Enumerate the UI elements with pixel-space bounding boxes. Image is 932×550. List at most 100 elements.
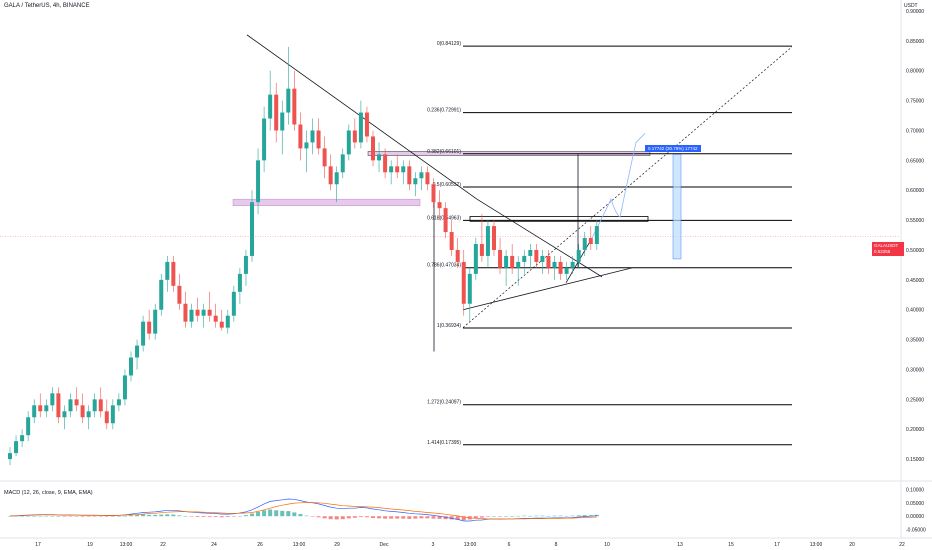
x-tick-label: 19 — [87, 542, 93, 548]
macd-histogram-bar — [528, 515, 533, 517]
candle-body — [20, 435, 25, 442]
macd-histogram-bar — [147, 514, 152, 517]
candle-body — [540, 255, 545, 262]
candle-body — [377, 154, 382, 161]
macd-histogram-bar — [431, 516, 436, 519]
x-tick-label: 13:00 — [120, 542, 133, 548]
candle-body — [419, 172, 424, 179]
y-tick-label: 0.30000 — [906, 367, 924, 373]
macd-histogram-bar — [461, 516, 466, 521]
x-tick-label: 8 — [555, 542, 558, 548]
candle-body — [219, 321, 224, 328]
candle-body — [310, 130, 315, 143]
y-tick-label: 0.55000 — [906, 218, 924, 224]
macd-histogram-bar — [576, 515, 581, 517]
y-tick-label: 0.45000 — [906, 278, 924, 284]
macd-histogram-bar — [449, 516, 454, 520]
macd-histogram-bar — [510, 516, 515, 517]
macd-histogram-bar — [522, 515, 527, 517]
last-price: 0.52256 — [874, 249, 891, 254]
candle-body — [14, 441, 19, 454]
projection-label: 0.17742 (30.79%) 17742 — [645, 145, 701, 152]
candle-body — [183, 303, 188, 322]
macd-histogram-bar — [183, 516, 188, 517]
candle-body — [74, 399, 79, 406]
x-tick-label: 17 — [774, 542, 780, 548]
macd-histogram-bar — [479, 516, 484, 518]
macd-histogram-bar — [322, 516, 327, 519]
macd-histogram-bar — [377, 516, 382, 519]
macd-histogram-bar — [292, 512, 297, 517]
macd-histogram-bar — [371, 516, 375, 519]
fib-level-label: 0.5(0.60532) — [433, 182, 462, 188]
candle-body — [510, 255, 515, 268]
candle-body — [328, 166, 333, 185]
macd-histogram-bar — [516, 515, 521, 517]
candle-body — [564, 267, 569, 274]
macd-histogram-bar — [92, 516, 97, 517]
macd-histogram-bar — [546, 515, 551, 517]
candle-body — [268, 94, 273, 119]
macd-histogram-bar — [231, 516, 236, 517]
macd-histogram-bar — [582, 515, 587, 517]
macd-histogram-bar — [50, 515, 55, 517]
macd-histogram-bar — [250, 513, 254, 517]
macd-histogram-bar — [56, 516, 61, 517]
macd-histogram-bar — [213, 516, 218, 518]
x-tick-label: 22 — [899, 542, 905, 548]
candle-body — [389, 166, 394, 173]
candle-body — [594, 226, 599, 244]
candle-body — [231, 291, 236, 316]
candle-body — [449, 232, 454, 250]
macd-histogram-bar — [110, 516, 115, 517]
macd-histogram-bar — [316, 516, 321, 518]
macd-histogram-bar — [86, 516, 91, 517]
x-tick-label: Dec — [380, 542, 389, 548]
macd-tick-label: 0.10000 — [906, 487, 924, 493]
macd-histogram-bar — [419, 516, 424, 519]
candle-body — [225, 315, 230, 328]
candle-body — [165, 261, 170, 280]
candle-body — [588, 238, 593, 244]
signal-line — [9, 502, 597, 520]
macd-histogram-bar — [389, 516, 394, 519]
macd-tick-label: 0.05000 — [906, 501, 924, 507]
triangle-lower-line — [462, 267, 633, 311]
fib-level-label: 1.414(0.17395) — [427, 440, 461, 446]
candle-body — [159, 279, 164, 310]
candle-body — [528, 249, 533, 256]
candle-body — [237, 273, 242, 292]
candle-body — [552, 261, 557, 268]
candle-body — [431, 184, 436, 203]
fib-level-label: 0.236(0.72991) — [427, 108, 461, 114]
macd-histogram-bar — [485, 516, 490, 517]
macd-histogram-bar — [135, 514, 140, 517]
macd-histogram-bar — [352, 516, 357, 518]
candle-body — [62, 411, 67, 418]
y-tick-label: 0.20000 — [906, 427, 924, 433]
macd-histogram-bar — [80, 516, 85, 517]
macd-histogram-bar — [310, 516, 315, 517]
macd-histogram-bar — [558, 515, 563, 517]
candle-body — [147, 321, 152, 334]
candle-body — [443, 208, 448, 233]
macd-histogram-bar — [38, 515, 43, 517]
macd-histogram-bar — [141, 514, 146, 517]
candle-body — [467, 273, 472, 304]
macd-histogram-bar — [340, 516, 345, 520]
macd-histogram-bar — [540, 515, 545, 517]
candle-body — [455, 249, 460, 262]
candle-body — [346, 130, 351, 155]
macd-histogram-bar — [171, 514, 176, 517]
candle-body — [473, 244, 478, 274]
candle-body — [504, 255, 509, 268]
fib-level-label: 0.382(0.66101) — [427, 149, 461, 155]
macd-histogram-bar — [358, 516, 363, 518]
macd-histogram-bar — [62, 516, 67, 517]
y-tick-label: 0.65000 — [906, 158, 924, 164]
candle-body — [135, 345, 140, 358]
candle-body — [322, 148, 327, 167]
macd-histogram-bar — [455, 516, 460, 520]
fib-trend-dashed — [462, 46, 793, 328]
